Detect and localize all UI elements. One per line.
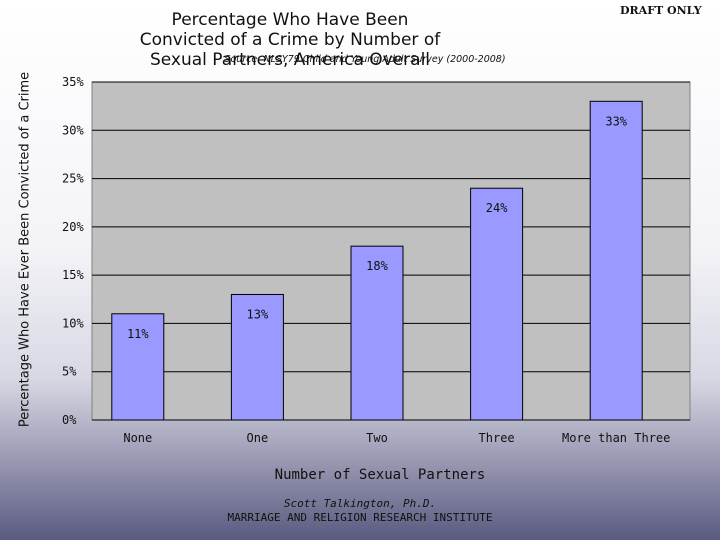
chart-subtitle: Source: NLSY79 Child and Young Adult Sur… <box>224 54 506 65</box>
data-label: 18% <box>366 259 388 273</box>
credit-block: Scott Talkington, Ph.D. MARRIAGE AND REL… <box>150 497 570 525</box>
data-label: 13% <box>247 307 269 321</box>
y-tick-label: 25% <box>62 172 84 186</box>
x-tick-label: None <box>123 431 152 445</box>
y-tick-label: 15% <box>62 268 84 282</box>
bar <box>470 187 524 421</box>
chart-title: Percentage Who Have Been Convicted of a … <box>139 10 441 70</box>
data-label: 11% <box>127 327 149 341</box>
x-axis-label: Number of Sexual Partners <box>274 467 486 483</box>
x-tick-label: More than Three <box>562 431 670 445</box>
y-tick-label: 20% <box>62 220 84 234</box>
x-tick-label: One <box>247 431 269 445</box>
draft-label: DRAFT ONLY <box>620 4 702 17</box>
bar <box>350 245 404 421</box>
institute-name: MARRIAGE AND RELIGION RESEARCH INSTITUTE <box>227 511 493 524</box>
data-label: 33% <box>605 114 627 128</box>
bar <box>230 293 284 421</box>
bar <box>111 313 165 421</box>
x-tick-label: Three <box>479 431 515 445</box>
y-tick-label: 10% <box>62 316 84 330</box>
y-tick-label: 5% <box>62 365 77 379</box>
data-label: 24% <box>486 201 508 215</box>
y-tick-label: 0% <box>62 413 77 427</box>
author-name: Scott Talkington, Ph.D. <box>283 497 437 510</box>
x-tick-label: Two <box>366 431 388 445</box>
bar <box>589 100 643 421</box>
y-tick-label: 35% <box>62 75 84 89</box>
y-tick-label: 30% <box>62 123 84 137</box>
